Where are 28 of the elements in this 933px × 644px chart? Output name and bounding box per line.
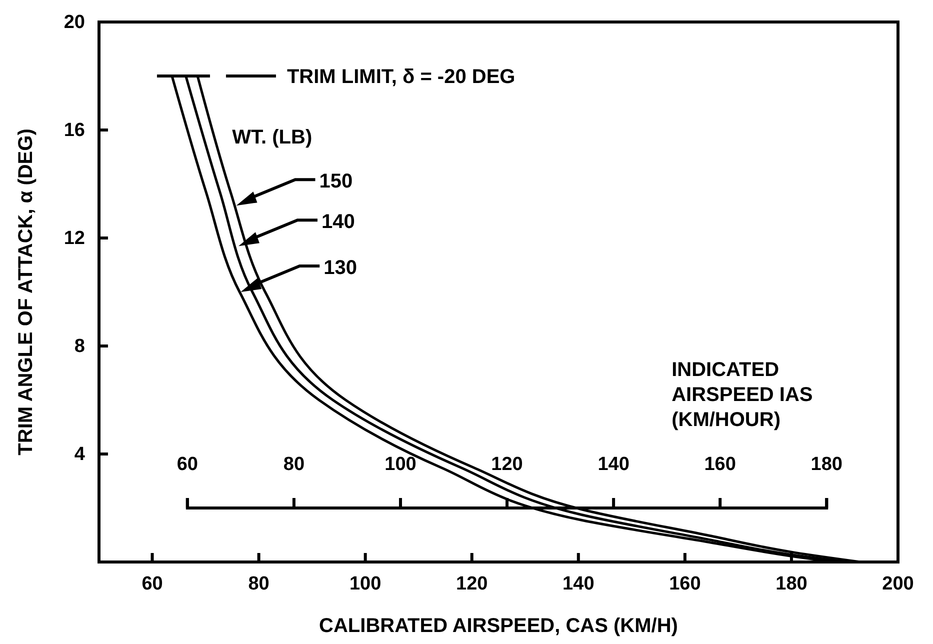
- x-tick-label: 100: [349, 573, 382, 594]
- x2-tick-label: 80: [283, 454, 305, 475]
- y-tick-label: 4: [74, 444, 86, 466]
- legend-label: 150: [319, 170, 353, 193]
- annotation: TRIM LIMIT, δ = -20 DEG: [286, 66, 516, 88]
- x-axis-title: CALIBRATED AIRSPEED, CAS (KM/H): [319, 615, 678, 637]
- x-tick-label: 200: [882, 573, 914, 594]
- x2-tick-label: 140: [598, 454, 630, 475]
- y-tick-label: 12: [64, 228, 85, 250]
- x2-tick-label: 60: [176, 454, 198, 475]
- x2-tick-label: 120: [491, 454, 523, 475]
- y-axis-title: TRIM ANGLE OF ATTACK, α (DEG): [15, 128, 37, 456]
- x-tick-label: 80: [248, 573, 270, 594]
- y-tick-label: 16: [64, 120, 85, 142]
- legend-label: 140: [321, 211, 355, 234]
- x2-axis-title: INDICATED AIRSPEED IAS (KM/HOUR): [672, 359, 813, 431]
- x2-tick-label: 180: [810, 454, 842, 475]
- y-tick-label: 20: [64, 12, 85, 34]
- x-tick-label: 140: [562, 573, 594, 594]
- x-tick-label: 120: [456, 573, 488, 594]
- x2-tick-label: 100: [384, 454, 416, 475]
- y-tick-label: 8: [74, 336, 85, 358]
- legend-title: WT. (LB): [232, 126, 312, 148]
- legend-label: 130: [324, 257, 357, 279]
- x2-tick-label: 160: [704, 454, 736, 475]
- x-tick-label: 180: [776, 573, 808, 594]
- x-tick-label: 60: [142, 573, 163, 594]
- x-tick-label: 160: [669, 573, 701, 594]
